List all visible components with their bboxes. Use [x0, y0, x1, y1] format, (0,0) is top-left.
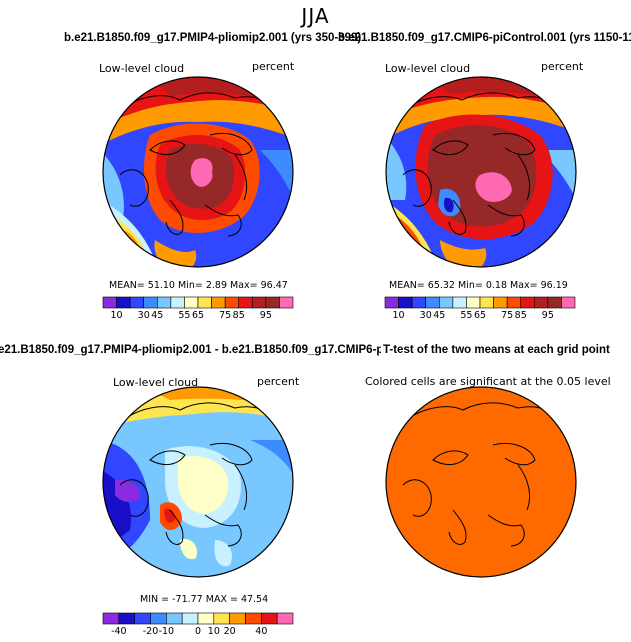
colorbar-tick-label: 20	[223, 626, 236, 637]
map-panel1	[102, 76, 294, 268]
colorbar-bin	[493, 296, 508, 309]
colorbar-bin	[102, 612, 120, 625]
panel1-variable: Low-level cloud	[99, 62, 185, 75]
colorbar-bin	[520, 296, 535, 309]
colorbar-bin	[184, 296, 199, 309]
colorbar-bin	[166, 612, 183, 625]
colorbar-tick-label: -10	[158, 626, 175, 637]
panel3-stats: MIN = -71.77 MAX = 47.54	[140, 594, 269, 605]
colorbar-bin	[466, 296, 481, 309]
colorbar-bin	[181, 612, 199, 625]
panel2-variable: Low-level cloud	[385, 62, 471, 75]
colorbar-bin	[506, 296, 522, 309]
colorbar-bin	[245, 612, 262, 625]
colorbar-bin	[251, 296, 267, 309]
panel2-units: percent	[541, 60, 584, 73]
colorbar-bin	[398, 296, 413, 309]
colorbar-bin	[276, 612, 294, 625]
colorbar-bin	[384, 296, 399, 309]
colorbar-bin	[197, 612, 215, 625]
colorbar-tick-label: 10	[110, 310, 123, 321]
colorbar-tick-label: 65	[473, 310, 487, 321]
colorbar-bin	[425, 296, 440, 309]
map-panel4	[385, 386, 577, 578]
colorbar-tick-label: 45	[151, 310, 164, 321]
colorbar-tick-label: 55	[460, 310, 473, 321]
colorbar-bin	[116, 296, 131, 309]
colorbar-bin	[547, 296, 562, 309]
colorbar-bin	[411, 296, 427, 309]
colorbar-tick-label: 45	[433, 310, 446, 321]
colorbar-bin	[561, 296, 576, 309]
panel4-note: Colored cells are significant at the 0.0…	[365, 375, 611, 388]
colorbar-tick-label: 10	[207, 626, 220, 637]
panel3-variable: Low-level cloud	[113, 376, 199, 389]
colorbar-tick-label: 85	[514, 310, 527, 321]
diff-title: e21.B1850.f09_g17.PMIP4-pliomip2.001 - b…	[0, 344, 450, 356]
colorbar-bin	[134, 612, 151, 625]
colorbar-tick-label: 65	[191, 310, 205, 321]
map-panel3	[102, 386, 294, 578]
panel1-units: percent	[252, 60, 295, 73]
colorbar-bin	[279, 296, 294, 309]
colorbar-tick-label: 10	[392, 310, 405, 321]
colorbar-bin	[170, 296, 185, 309]
panel2-stats: MEAN= 65.32 Min= 0.18 Max= 96.19	[389, 280, 568, 291]
colorbar-bin	[238, 296, 253, 309]
colorbar-bin	[118, 612, 135, 625]
colorbar-bin	[438, 296, 454, 309]
colorbar-tick-label: 95	[259, 310, 272, 321]
ttest-title: T-test of the two means at each grid poi…	[381, 344, 610, 356]
case2-title: b.e21.B1850.f09_g17.CMIP6-piControl.001 …	[338, 32, 631, 44]
colorbar-bin	[224, 296, 240, 309]
colorbar-tick-label: 75	[501, 310, 514, 321]
panel3-units: percent	[257, 375, 300, 388]
colorbar-panel1	[102, 296, 294, 309]
colorbar-tick-label: -20	[142, 626, 159, 637]
colorbar-tick-label: 0	[194, 626, 202, 637]
colorbar-bin	[533, 296, 549, 309]
colorbar-bin	[265, 296, 280, 309]
panel1-stats: MEAN= 51.10 Min= 2.89 Max= 96.47	[109, 280, 288, 291]
colorbar-bin	[150, 612, 167, 625]
colorbar-panel2	[384, 296, 576, 309]
colorbar-bin	[129, 296, 145, 309]
case1-title: b.e21.B1850.f09_g17.PMIP4-pliomip2.001 (…	[64, 32, 362, 44]
colorbar-tick-label: 30	[419, 310, 432, 321]
colorbar-bin	[213, 612, 230, 625]
colorbar-tick-label: 95	[541, 310, 554, 321]
colorbar-tick-label: 30	[137, 310, 150, 321]
colorbar-bin	[197, 296, 212, 309]
colorbar-bin	[156, 296, 172, 309]
colorbar-bin	[102, 296, 117, 309]
colorbar-tick-label: 55	[178, 310, 191, 321]
colorbar-tick-label: 40	[255, 626, 268, 637]
colorbar-bin	[452, 296, 467, 309]
colorbar-bin	[479, 296, 494, 309]
colorbar-bin	[211, 296, 226, 309]
colorbar-tick-label: 85	[232, 310, 245, 321]
season-title: JJA	[301, 4, 330, 28]
colorbar-tick-label: 75	[219, 310, 232, 321]
map-panel2	[385, 76, 577, 268]
colorbar-bin	[143, 296, 158, 309]
colorbar-panel3	[102, 612, 294, 625]
colorbar-tick-label: -40	[111, 626, 127, 637]
colorbar-bin	[261, 612, 278, 625]
colorbar-bin	[229, 612, 246, 625]
